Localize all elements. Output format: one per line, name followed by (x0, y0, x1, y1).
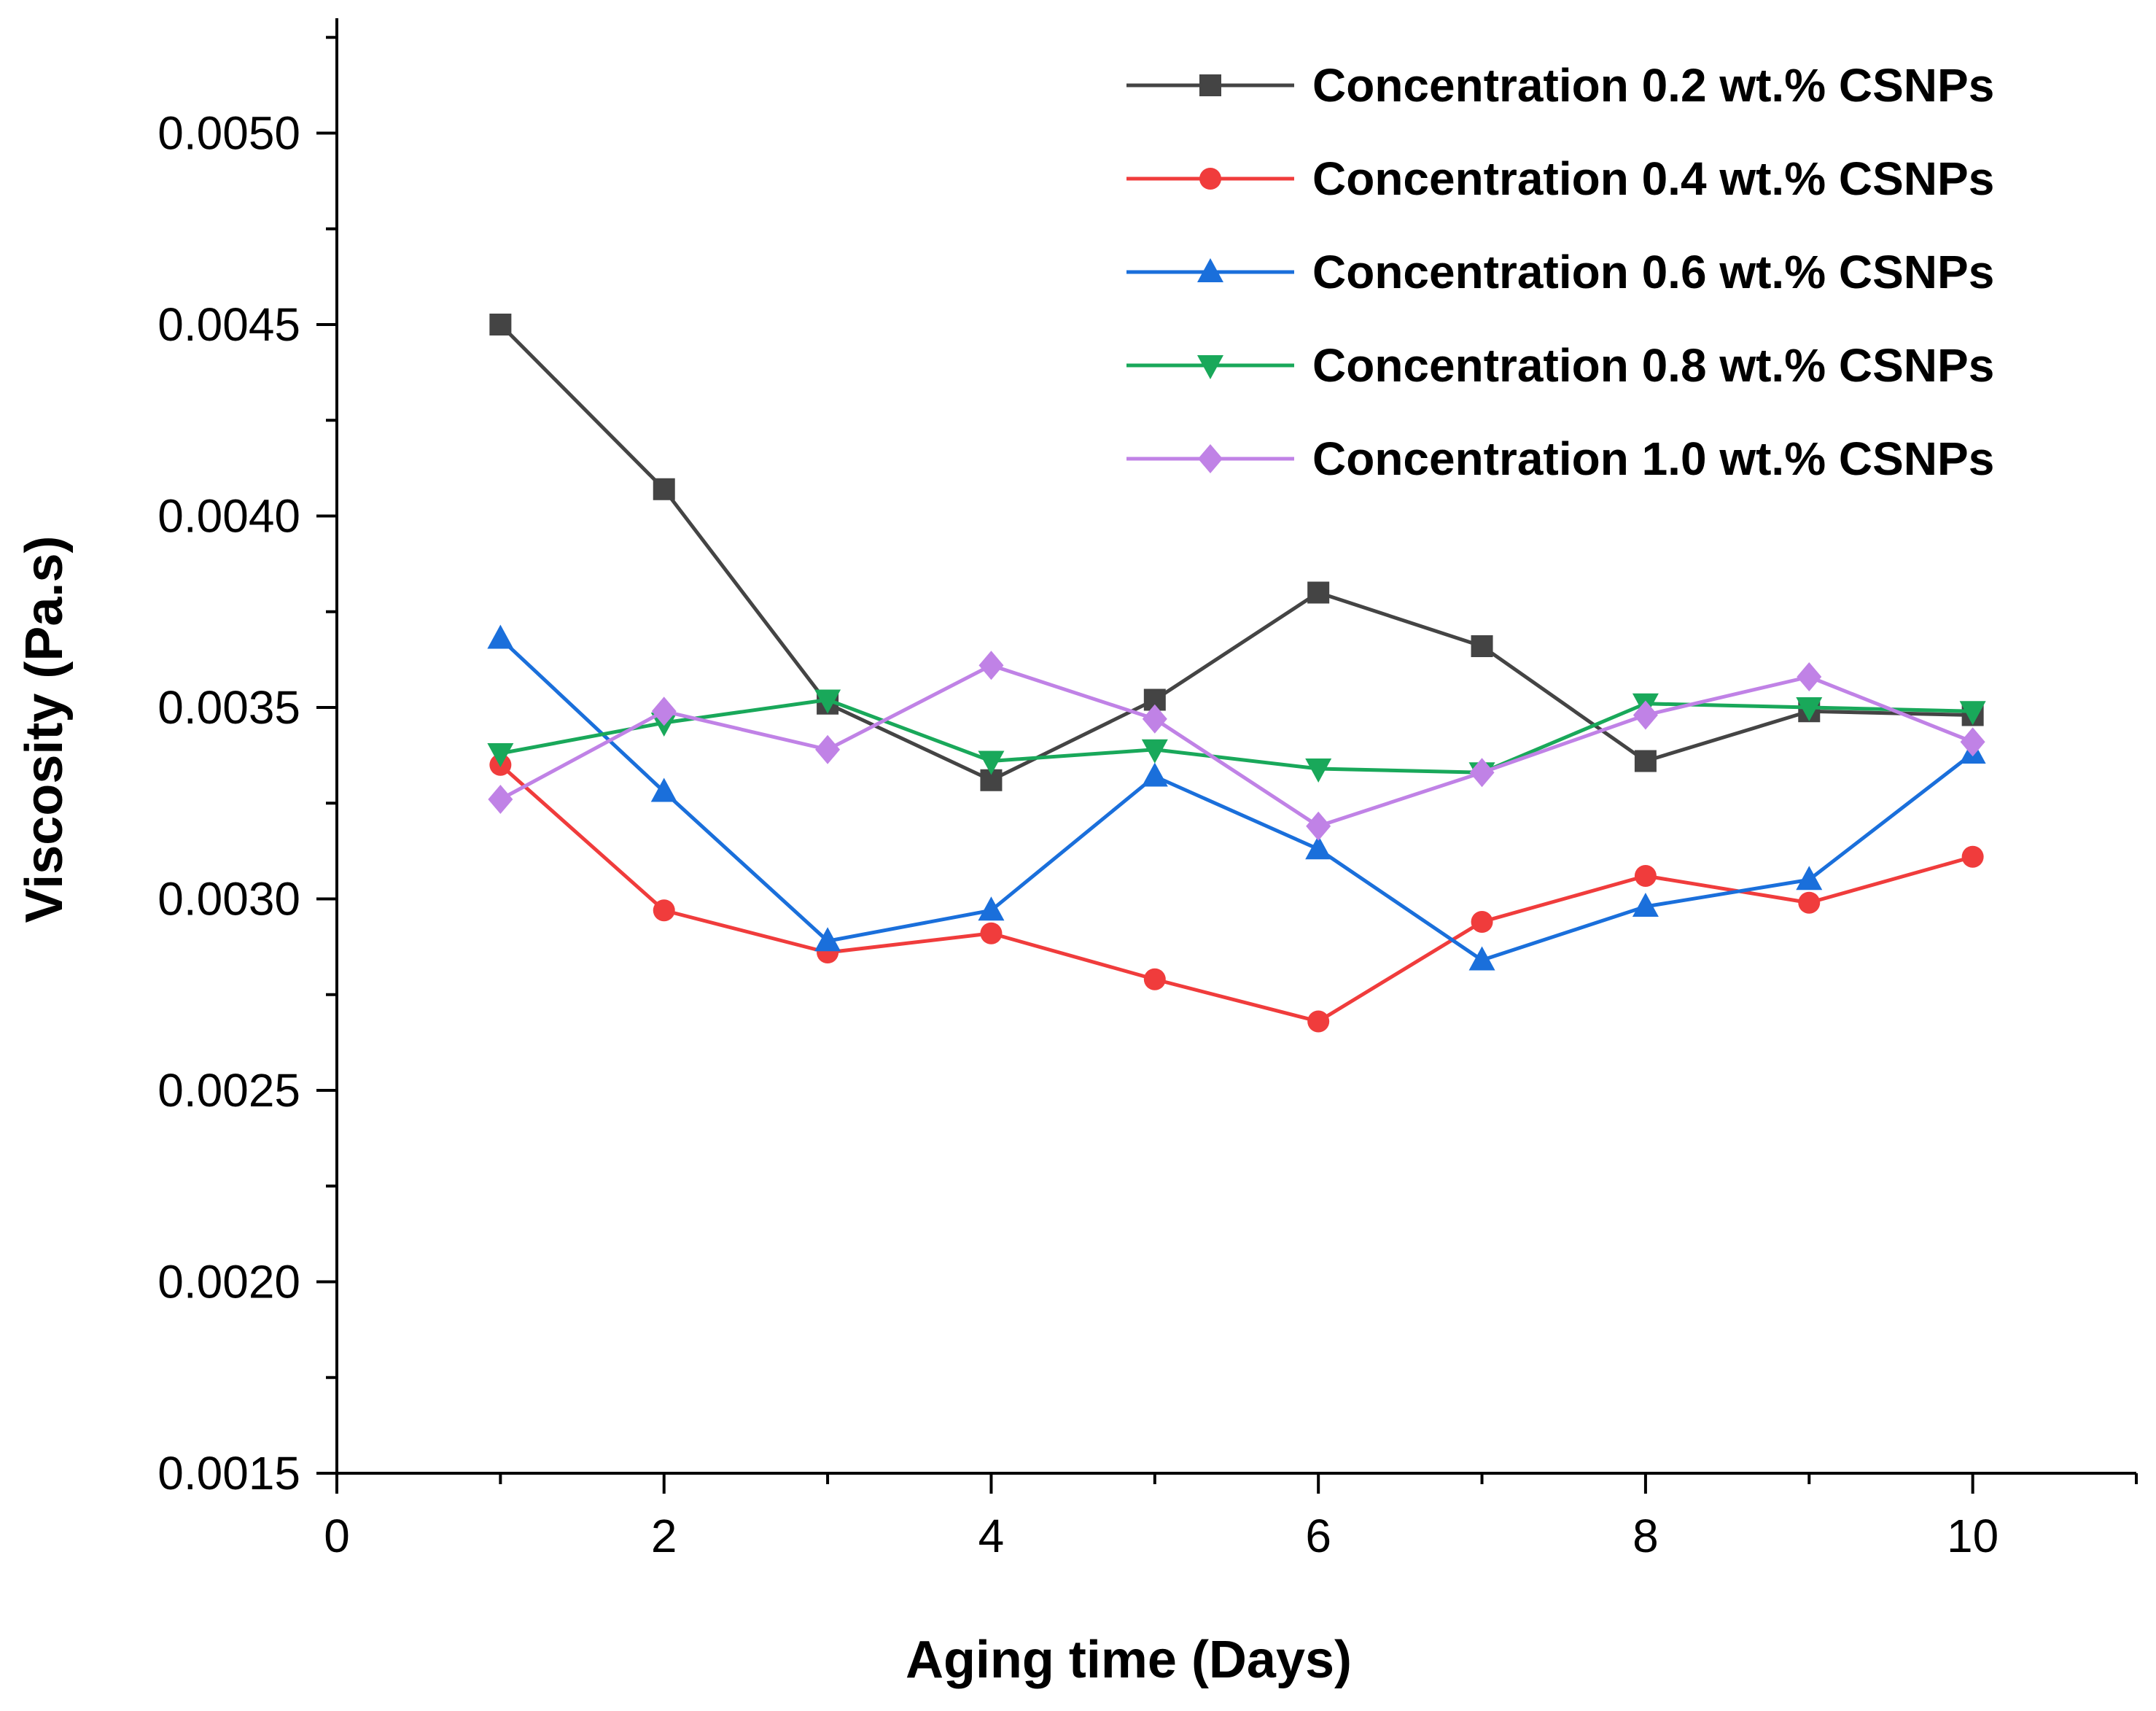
series-2 (489, 753, 1984, 1033)
y-axis-title: Viscosity (Pa.s) (15, 536, 74, 923)
legend-label: Concentration 0.4 wt.% CSNPs (1312, 152, 1994, 205)
series-line (499, 698, 1973, 775)
data-point (1634, 750, 1657, 772)
data-point (1141, 762, 1168, 787)
data-point (488, 785, 513, 814)
series-5 (488, 651, 1985, 841)
series-line (499, 663, 1974, 829)
data-point (1632, 700, 1658, 730)
x-tick-label: 4 (978, 1510, 1005, 1562)
data-point (1306, 811, 1331, 841)
axes (335, 18, 2136, 1475)
data-point (1142, 704, 1167, 734)
y-tick-label: 0.0020 (157, 1256, 300, 1308)
x-tick-label: 2 (651, 1510, 677, 1562)
legend-marker (1199, 168, 1221, 190)
y-tick-label: 0.0050 (157, 107, 300, 160)
data-point (1634, 865, 1657, 887)
legend-marker (1199, 74, 1221, 96)
data-point (978, 651, 1004, 680)
data-point (815, 734, 841, 764)
legend-entry: Concentration 1.0 wt.% CSNPs (1126, 432, 1994, 485)
data-point (1796, 866, 1823, 891)
data-point (1307, 1010, 1330, 1033)
y-tick-label: 0.0035 (157, 681, 300, 734)
legend-entry: Concentration 0.8 wt.% CSNPs (1126, 339, 1994, 392)
legend-marker (1198, 444, 1223, 473)
data-point (1141, 739, 1168, 764)
x-axis-title: Aging time (Days) (906, 1631, 1352, 1689)
data-point (980, 922, 1003, 944)
data-point (1469, 758, 1495, 788)
data-point (487, 743, 514, 767)
x-tick-label: 8 (1632, 1510, 1659, 1562)
x-tick-label: 10 (1947, 1510, 1999, 1562)
legend-entry: Concentration 0.6 wt.% CSNPs (1126, 246, 1994, 298)
data-point (1797, 662, 1822, 691)
legend-entry: Concentration 0.4 wt.% CSNPs (1126, 152, 1994, 205)
data-point (1143, 968, 1166, 990)
data-point (1471, 635, 1493, 657)
data-point (978, 896, 1005, 921)
y-tick-label: 0.0030 (157, 873, 300, 926)
data-point (978, 750, 1005, 775)
data-point (1796, 697, 1823, 721)
legend: Concentration 0.2 wt.% CSNPs Concentratio… (1126, 59, 1994, 485)
data-point (487, 624, 514, 649)
data-point (814, 927, 841, 952)
legend-label: Concentration 0.2 wt.% CSNPs (1312, 59, 1994, 112)
series-line (499, 637, 1974, 962)
legend-label: Concentration 0.6 wt.% CSNPs (1312, 246, 1994, 298)
data-point (1960, 727, 1985, 757)
x-tick-label: 0 (324, 1510, 350, 1562)
data-point (1961, 845, 1984, 868)
legend-label: Concentration 1.0 wt.% CSNPs (1312, 432, 1994, 485)
data-point (1632, 893, 1659, 917)
y-tick-label: 0.0040 (157, 490, 300, 543)
data-point (1959, 701, 1986, 726)
data-point (489, 314, 512, 335)
data-point (653, 478, 675, 500)
series-line (499, 323, 1973, 783)
data-point (1471, 911, 1493, 933)
legend-marker (1197, 355, 1223, 379)
data-point (1305, 835, 1332, 860)
data-point (1305, 758, 1332, 783)
legend-label: Concentration 0.8 wt.% CSNPs (1312, 339, 1994, 392)
data-point (653, 899, 675, 922)
y-tick-label: 0.0015 (157, 1447, 300, 1499)
data-point (1798, 891, 1821, 914)
legend-marker (1197, 258, 1223, 282)
series-line (499, 763, 1974, 1023)
data-point (651, 697, 677, 726)
data-point (1468, 946, 1495, 971)
y-tick-label: 0.0025 (157, 1064, 300, 1117)
legend-entry: Concentration 0.2 wt.% CSNPs (1126, 59, 1994, 112)
data-point (650, 777, 677, 802)
y-tick-label: 0.0045 (157, 298, 300, 351)
x-tick-label: 6 (1305, 1510, 1331, 1562)
data-point (814, 689, 841, 714)
ticks: 0 2 4 6 8 10 0.0015 0.0020 0.0025 0.0030 0.0035 0.0… (157, 36, 2138, 1562)
series-layer (487, 314, 1986, 1033)
data-point (1307, 581, 1330, 604)
